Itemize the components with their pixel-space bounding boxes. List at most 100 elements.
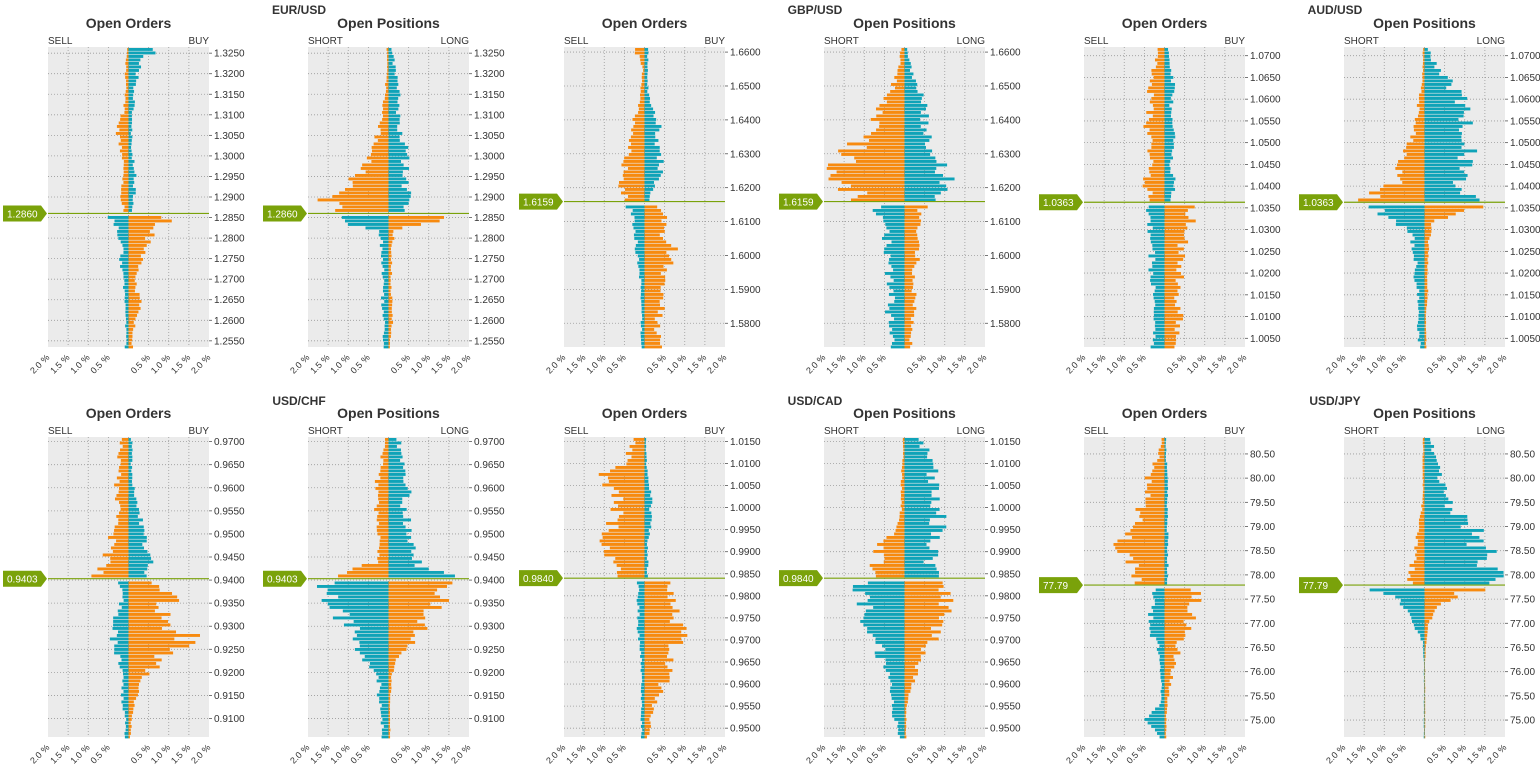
x-tick-label: 0.5 % [604, 352, 627, 375]
bar-left [1414, 118, 1425, 121]
bar-right [1164, 536, 1169, 539]
bar-right [388, 195, 411, 198]
bar-left [106, 564, 129, 567]
bar-left [1411, 247, 1425, 251]
bar-left [125, 324, 129, 328]
bar-right [1164, 272, 1181, 275]
bar-right [388, 459, 401, 462]
bar-right [644, 153, 662, 156]
bar-right [644, 268, 667, 272]
bar-right [388, 665, 395, 669]
bar-right [644, 174, 661, 177]
bar-right [1424, 72, 1440, 76]
bar-left [126, 342, 129, 345]
bar-right [904, 574, 939, 578]
y-tick-label: 1.6200 [990, 183, 1021, 194]
bar-right [1424, 690, 1426, 693]
bar-right [644, 135, 656, 139]
y-tick-label: 1.3100 [474, 110, 505, 121]
bar-right [1164, 100, 1174, 104]
bar-right [1164, 452, 1166, 455]
bar-right [388, 146, 409, 149]
bar-right [1424, 142, 1465, 146]
bar-right [904, 345, 911, 349]
bar-left [1151, 480, 1165, 483]
bar-right [128, 331, 133, 335]
bar-left [1423, 679, 1425, 683]
bar-right [904, 609, 952, 613]
bar-right [1164, 455, 1166, 459]
bar-right [128, 153, 133, 156]
bar-right [388, 181, 409, 184]
bar-left [628, 139, 645, 142]
bar-left [1143, 125, 1165, 128]
bar-left [609, 546, 645, 550]
bar-left [124, 300, 129, 303]
bar-right [128, 254, 141, 258]
bar-right [128, 244, 147, 247]
bar-left [126, 65, 129, 69]
y-tick-label: 0.9800 [990, 591, 1021, 602]
x-tick-label: 1.0 % [665, 742, 688, 764]
bar-right [904, 342, 913, 345]
bar-right [1424, 700, 1426, 704]
bar-right [644, 627, 687, 630]
y-tick-label: 1.0300 [1510, 225, 1540, 236]
open-positions-title: Open Positions [337, 15, 440, 31]
bar-right [1164, 300, 1177, 303]
y-tick-label: 1.5800 [990, 319, 1021, 330]
bar-right [128, 571, 145, 574]
bar-left [902, 462, 905, 466]
bar-left [639, 272, 645, 275]
bar-right [128, 216, 162, 219]
bar-right [388, 672, 392, 676]
bar-right [388, 132, 403, 135]
bar-right [904, 483, 940, 487]
bar-left [867, 627, 905, 630]
bar-right [1164, 90, 1175, 93]
bar-right [388, 93, 401, 97]
bar-left [1150, 219, 1165, 223]
bar-left [1161, 438, 1165, 441]
x-tick-label: 2.0 % [1064, 352, 1087, 375]
bar-right [128, 286, 136, 289]
bar-left [122, 704, 129, 707]
bar-left [900, 62, 905, 65]
bar-right [1424, 177, 1467, 181]
bar-left [641, 300, 645, 303]
bar-right [1164, 268, 1177, 272]
bar-left [377, 515, 389, 518]
bar-right [1424, 86, 1447, 90]
bar-left [617, 518, 645, 522]
bar-right [904, 651, 926, 655]
bar-left [886, 244, 905, 247]
bar-right [1424, 630, 1428, 634]
bar-left [341, 216, 389, 219]
bar-left [126, 86, 129, 90]
bar-right [1164, 445, 1166, 448]
bar-left [1416, 282, 1425, 286]
y-tick-label: 79.50 [1250, 498, 1275, 509]
bar-left [606, 522, 645, 525]
x-tick-label: 2.0 % [544, 742, 567, 764]
bar-right [904, 233, 918, 237]
x-tick-label: 2.0 % [288, 352, 311, 375]
bar-right [388, 539, 408, 543]
bar-right [904, 156, 936, 160]
bar-left [640, 662, 645, 665]
bar-right [644, 62, 648, 65]
bar-right [644, 473, 648, 476]
bar-right [388, 153, 408, 156]
bar-right [128, 553, 151, 557]
bar-left [1423, 735, 1425, 739]
bar-right [388, 272, 393, 275]
sell-label: SELL [564, 426, 589, 437]
bar-left [899, 511, 905, 515]
y-tick-label: 1.0050 [1250, 334, 1281, 345]
bar-left [1412, 251, 1425, 254]
y-tick-label: 1.2650 [214, 295, 245, 306]
bar-right [388, 268, 391, 272]
bar-right [904, 258, 920, 261]
bar-left [1161, 683, 1165, 686]
y-tick-label: 1.5900 [990, 285, 1021, 296]
